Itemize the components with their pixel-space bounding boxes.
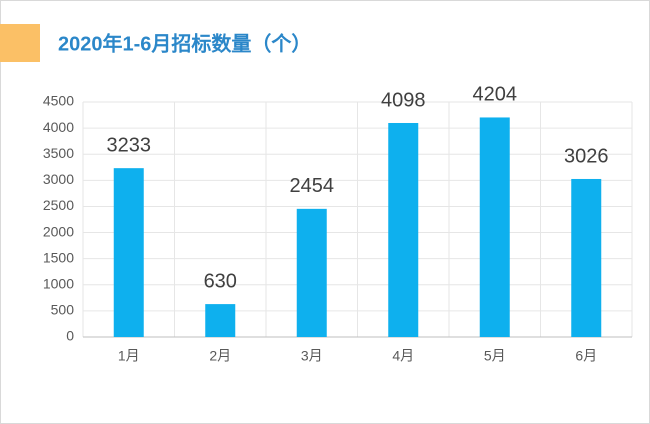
y-tick-label: 0 (66, 328, 74, 344)
x-tick-label: 5月 (484, 348, 506, 364)
y-tick-label: 2000 (43, 223, 74, 239)
x-tick-label: 1月 (118, 348, 140, 364)
x-tick-label: 2月 (209, 348, 231, 364)
y-tick-label: 1000 (43, 275, 74, 291)
x-tick-label: 3月 (301, 348, 323, 364)
data-label: 4204 (473, 84, 518, 106)
data-label: 2454 (290, 175, 335, 197)
bar (113, 168, 144, 337)
y-tick-label: 4000 (43, 119, 74, 135)
bar (479, 117, 510, 337)
data-label: 4098 (381, 89, 426, 111)
bar (571, 178, 602, 337)
bar (205, 304, 236, 337)
y-tick-label: 500 (51, 302, 75, 318)
x-tick-label: 6月 (575, 348, 597, 364)
data-label: 3026 (564, 145, 609, 167)
y-tick-label: 1500 (43, 249, 74, 265)
y-tick-label: 2500 (43, 197, 74, 213)
y-tick-label: 3500 (43, 145, 74, 161)
y-tick-label: 4500 (43, 93, 74, 109)
y-tick-label: 3000 (43, 171, 74, 187)
data-label: 630 (204, 270, 237, 292)
bar (296, 208, 327, 337)
title-marker (0, 24, 40, 62)
x-tick-label: 4月 (392, 348, 414, 364)
chart-title: 2020年1-6月招标数量（个） (58, 31, 311, 55)
data-label: 3233 (107, 134, 152, 156)
bar (388, 122, 419, 337)
